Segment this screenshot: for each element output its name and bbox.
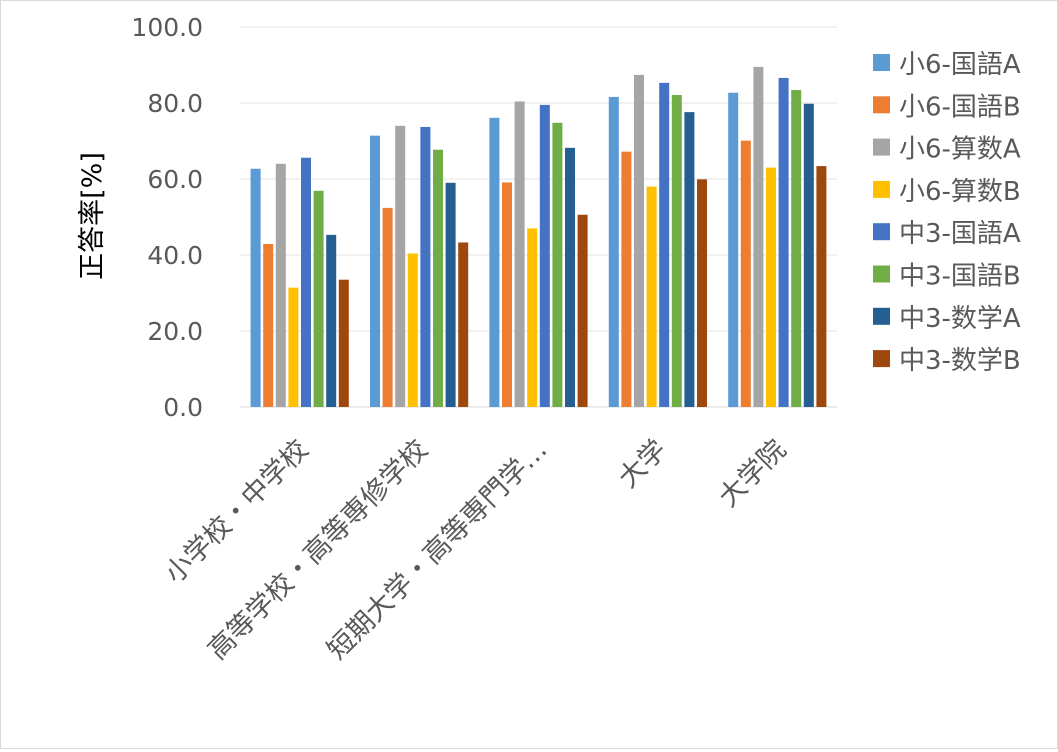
bar xyxy=(527,228,538,407)
bar xyxy=(634,74,644,407)
bar xyxy=(539,104,550,408)
x-tick-label: 短期大学・高等専門学… xyxy=(322,434,554,666)
bar xyxy=(489,117,500,407)
bar xyxy=(552,122,563,407)
legend-swatch xyxy=(873,180,890,198)
bar xyxy=(697,179,707,407)
legend-label: 中3-国語B xyxy=(899,262,1021,292)
bar xyxy=(608,96,619,408)
legend-swatch xyxy=(873,223,890,241)
legend-swatch xyxy=(873,138,890,156)
bar xyxy=(816,166,827,407)
legend-label: 中3-数学B xyxy=(899,346,1021,376)
y-tick-label: 0.0 xyxy=(163,393,203,422)
bar xyxy=(502,182,512,407)
legend-swatch xyxy=(873,96,890,114)
bar xyxy=(395,125,406,408)
bar xyxy=(766,167,776,407)
y-tick-label: 60.0 xyxy=(147,165,203,194)
bar xyxy=(671,95,682,408)
x-tick-label: 高等学校・高等専修学校 xyxy=(202,434,434,666)
bar xyxy=(301,157,311,407)
bar xyxy=(445,182,456,407)
bar xyxy=(514,101,525,407)
y-tick-label: 40.0 xyxy=(147,241,203,270)
legend-label: 小6-国語B xyxy=(899,92,1021,122)
bar xyxy=(728,92,739,408)
bar xyxy=(370,135,380,407)
bar xyxy=(778,77,789,408)
y-tick-label: 100.0 xyxy=(131,13,203,42)
y-axis-ticks: 0.0 20.0 40.0 60.0 80.0 100.0 xyxy=(131,13,203,422)
legend: 小6-国語A 小6-国語B 小6-算数A 小6-算数B 中3-国語A 中3-国語B 中3-数… xyxy=(873,50,1021,376)
bar xyxy=(803,103,814,407)
bar xyxy=(250,168,261,407)
bar xyxy=(753,66,764,408)
y-tick-label: 20.0 xyxy=(147,317,203,346)
bar xyxy=(458,242,469,407)
bars xyxy=(250,66,827,408)
bar xyxy=(263,243,274,407)
bar xyxy=(313,190,324,407)
legend-label: 中3-国語A xyxy=(899,219,1021,249)
bar xyxy=(646,186,657,407)
legend-label: 中3-数学A xyxy=(899,304,1021,334)
legend-label: 小6-国語A xyxy=(899,50,1021,80)
bar xyxy=(740,140,751,407)
bar xyxy=(621,151,632,407)
legend-swatch xyxy=(873,307,890,325)
bar xyxy=(791,90,802,407)
bar xyxy=(433,149,443,408)
legend-swatch xyxy=(873,265,890,283)
bar xyxy=(338,279,349,407)
y-axis-label: 正答率[%] xyxy=(77,152,108,280)
bar xyxy=(288,287,299,407)
bar xyxy=(420,126,431,407)
legend-label: 小6-算数A xyxy=(899,135,1021,165)
bar xyxy=(275,163,286,407)
x-tick-label: 大学院 xyxy=(713,434,792,513)
bar xyxy=(659,82,670,408)
y-tick-label: 80.0 xyxy=(147,89,203,118)
bar xyxy=(684,112,695,408)
legend-swatch xyxy=(873,350,890,368)
legend-swatch xyxy=(873,54,890,71)
bar xyxy=(565,147,575,407)
bar xyxy=(407,253,418,407)
x-tick-label: 大学 xyxy=(613,434,673,494)
bar xyxy=(326,234,337,407)
bar xyxy=(382,207,393,407)
bar xyxy=(577,214,588,407)
legend-label: 小6-算数B xyxy=(899,177,1021,207)
